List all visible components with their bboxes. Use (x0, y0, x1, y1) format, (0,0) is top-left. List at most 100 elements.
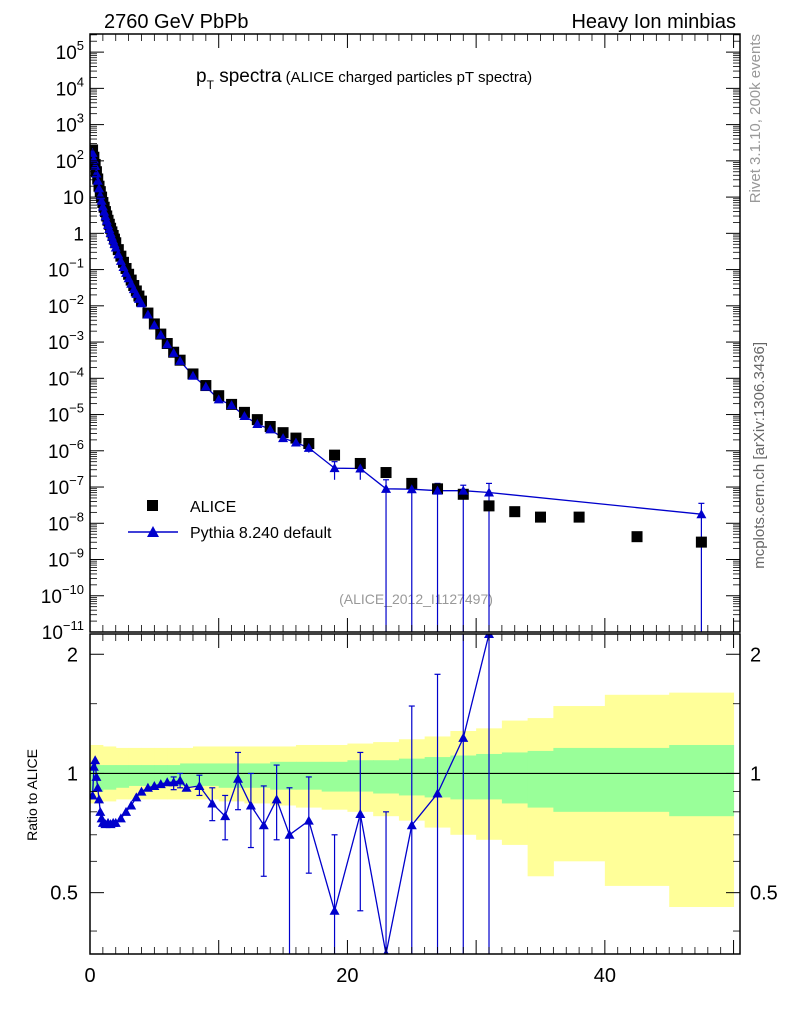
ratio-point (245, 800, 256, 810)
ratio-band-inner-segment (669, 744, 735, 817)
pythia-point (406, 484, 417, 494)
pythia-point (432, 485, 443, 495)
ratio-band-inner-segment (180, 763, 194, 786)
ratio-point (92, 782, 103, 792)
alice-point (509, 506, 521, 518)
ratio-point (406, 820, 417, 830)
pythia-point (381, 483, 392, 493)
ratio-band-inner-segment (141, 765, 155, 786)
main-ytick-label: 1 (73, 224, 84, 245)
alice-point (573, 511, 585, 523)
pythia-series-line (91, 152, 702, 515)
pythia-point (96, 195, 107, 205)
ratio-xtick-label: 0 (84, 965, 95, 987)
pythia-point (252, 418, 263, 428)
ratio-ytick-label-left: 2 (67, 644, 78, 666)
legend: ALICE Pythia 8.240 default (128, 499, 332, 542)
ratio-ytick-label-left: 0.5 (50, 883, 78, 905)
ratio-xtick-label: 40 (594, 965, 616, 987)
main-ytick-label: 105 (56, 38, 84, 64)
ratio-point (432, 788, 443, 798)
alice-point (695, 536, 707, 548)
main-ytick-label: 10−9 (48, 546, 84, 572)
ratio-point (284, 829, 295, 839)
main-ytick-label: 10−11 (42, 618, 84, 644)
ratio-xtick-label: 20 (336, 965, 358, 987)
pythia-point (92, 175, 103, 185)
main-ytick-label: 104 (56, 74, 84, 100)
main-axes: 10510410310210110−110−210−310−410−510−61… (41, 34, 740, 644)
main-title-symbol: p (196, 66, 207, 87)
ratio-point (126, 800, 137, 810)
pythia-point (97, 201, 108, 211)
main-ytick-label: 102 (56, 147, 84, 173)
ratio-band-inner-segment (128, 765, 142, 786)
ratio-band-inner-segment (321, 761, 348, 792)
pythia-point (226, 400, 237, 410)
pythia-point (696, 509, 707, 519)
ratio-band-inner-segment (154, 765, 168, 786)
ratio-point (329, 905, 340, 915)
main-ytick-label: 10−8 (48, 509, 84, 535)
rivet-label: Rivet 3.1.10, 200k events (747, 34, 764, 203)
ratio-axes: 0 20 40 0.5 0.5 1 1 2 2 (50, 634, 778, 987)
pythia-point (136, 298, 147, 308)
ratio-point (355, 808, 366, 818)
ratio-band-inner-segment (553, 747, 606, 812)
ratio-point (131, 792, 142, 802)
legend-marker-pythia (147, 526, 159, 537)
ratio-point (110, 817, 121, 827)
ratio-point (90, 761, 99, 771)
ratio-point (271, 794, 282, 804)
pythia-point (90, 160, 101, 170)
analysis-tag: (ALICE_2012_I1127497) (339, 591, 493, 607)
main-ytick-label: 10 (63, 188, 84, 209)
pythia-point (355, 463, 366, 473)
ratio-band-inner-segment (115, 765, 130, 788)
pythia-point (168, 347, 179, 357)
pythia-point (155, 329, 166, 339)
alice-point (534, 511, 546, 523)
ratio-point (95, 806, 106, 816)
alice-point (329, 449, 341, 461)
ratio-band-inner-segment (604, 747, 670, 812)
pythia-point (213, 394, 224, 404)
ratio-point (194, 780, 205, 790)
main-ytick-label: 10−2 (48, 292, 84, 318)
main-ytick-label: 10−1 (48, 256, 84, 282)
pythia-point (303, 442, 314, 452)
mcplots-label: mcplots.cern.ch [arXiv:1306.3436] (751, 342, 768, 569)
main-series (90, 144, 707, 632)
ratio-point (303, 815, 314, 825)
pythia-point (142, 309, 153, 319)
main-title-detail: (ALICE charged particles pT spectra) (282, 69, 533, 86)
legend-marker-alice (147, 500, 158, 511)
pythia-point (200, 381, 211, 391)
ratio-band-inner-segment (102, 765, 117, 790)
ratio-ytick-label-left: 1 (67, 763, 78, 785)
ratio-panel-frame (89, 633, 741, 955)
ratio-point (162, 777, 173, 787)
main-ytick-label: 10−7 (48, 473, 84, 499)
alice-point (380, 467, 392, 479)
ratio-point (121, 806, 132, 816)
pythia-point (94, 183, 105, 193)
pythia-point (290, 437, 301, 447)
ratio-point (90, 755, 101, 765)
ratio-band-inner-segment (270, 761, 297, 790)
pythia-point (162, 339, 173, 349)
ratio-point (207, 798, 218, 808)
ratio-ytick-label-right: 1 (750, 763, 761, 785)
pythia-point (110, 242, 121, 252)
main-ytick-label: 10−5 (48, 401, 84, 427)
legend-label-alice: ALICE (190, 499, 236, 516)
ratio-band-inner-segment (527, 750, 554, 808)
pythia-point (187, 370, 198, 380)
ratio-ytick-label-right: 2 (750, 644, 761, 666)
ratio-band-inner-segment (501, 752, 529, 804)
main-title: pT spectra (ALICE charged particles pT s… (196, 66, 532, 92)
legend-label-pythia: Pythia 8.240 default (190, 525, 332, 542)
header-left-title: 2760 GeV PbPb (104, 11, 249, 33)
alice-point (631, 531, 643, 543)
